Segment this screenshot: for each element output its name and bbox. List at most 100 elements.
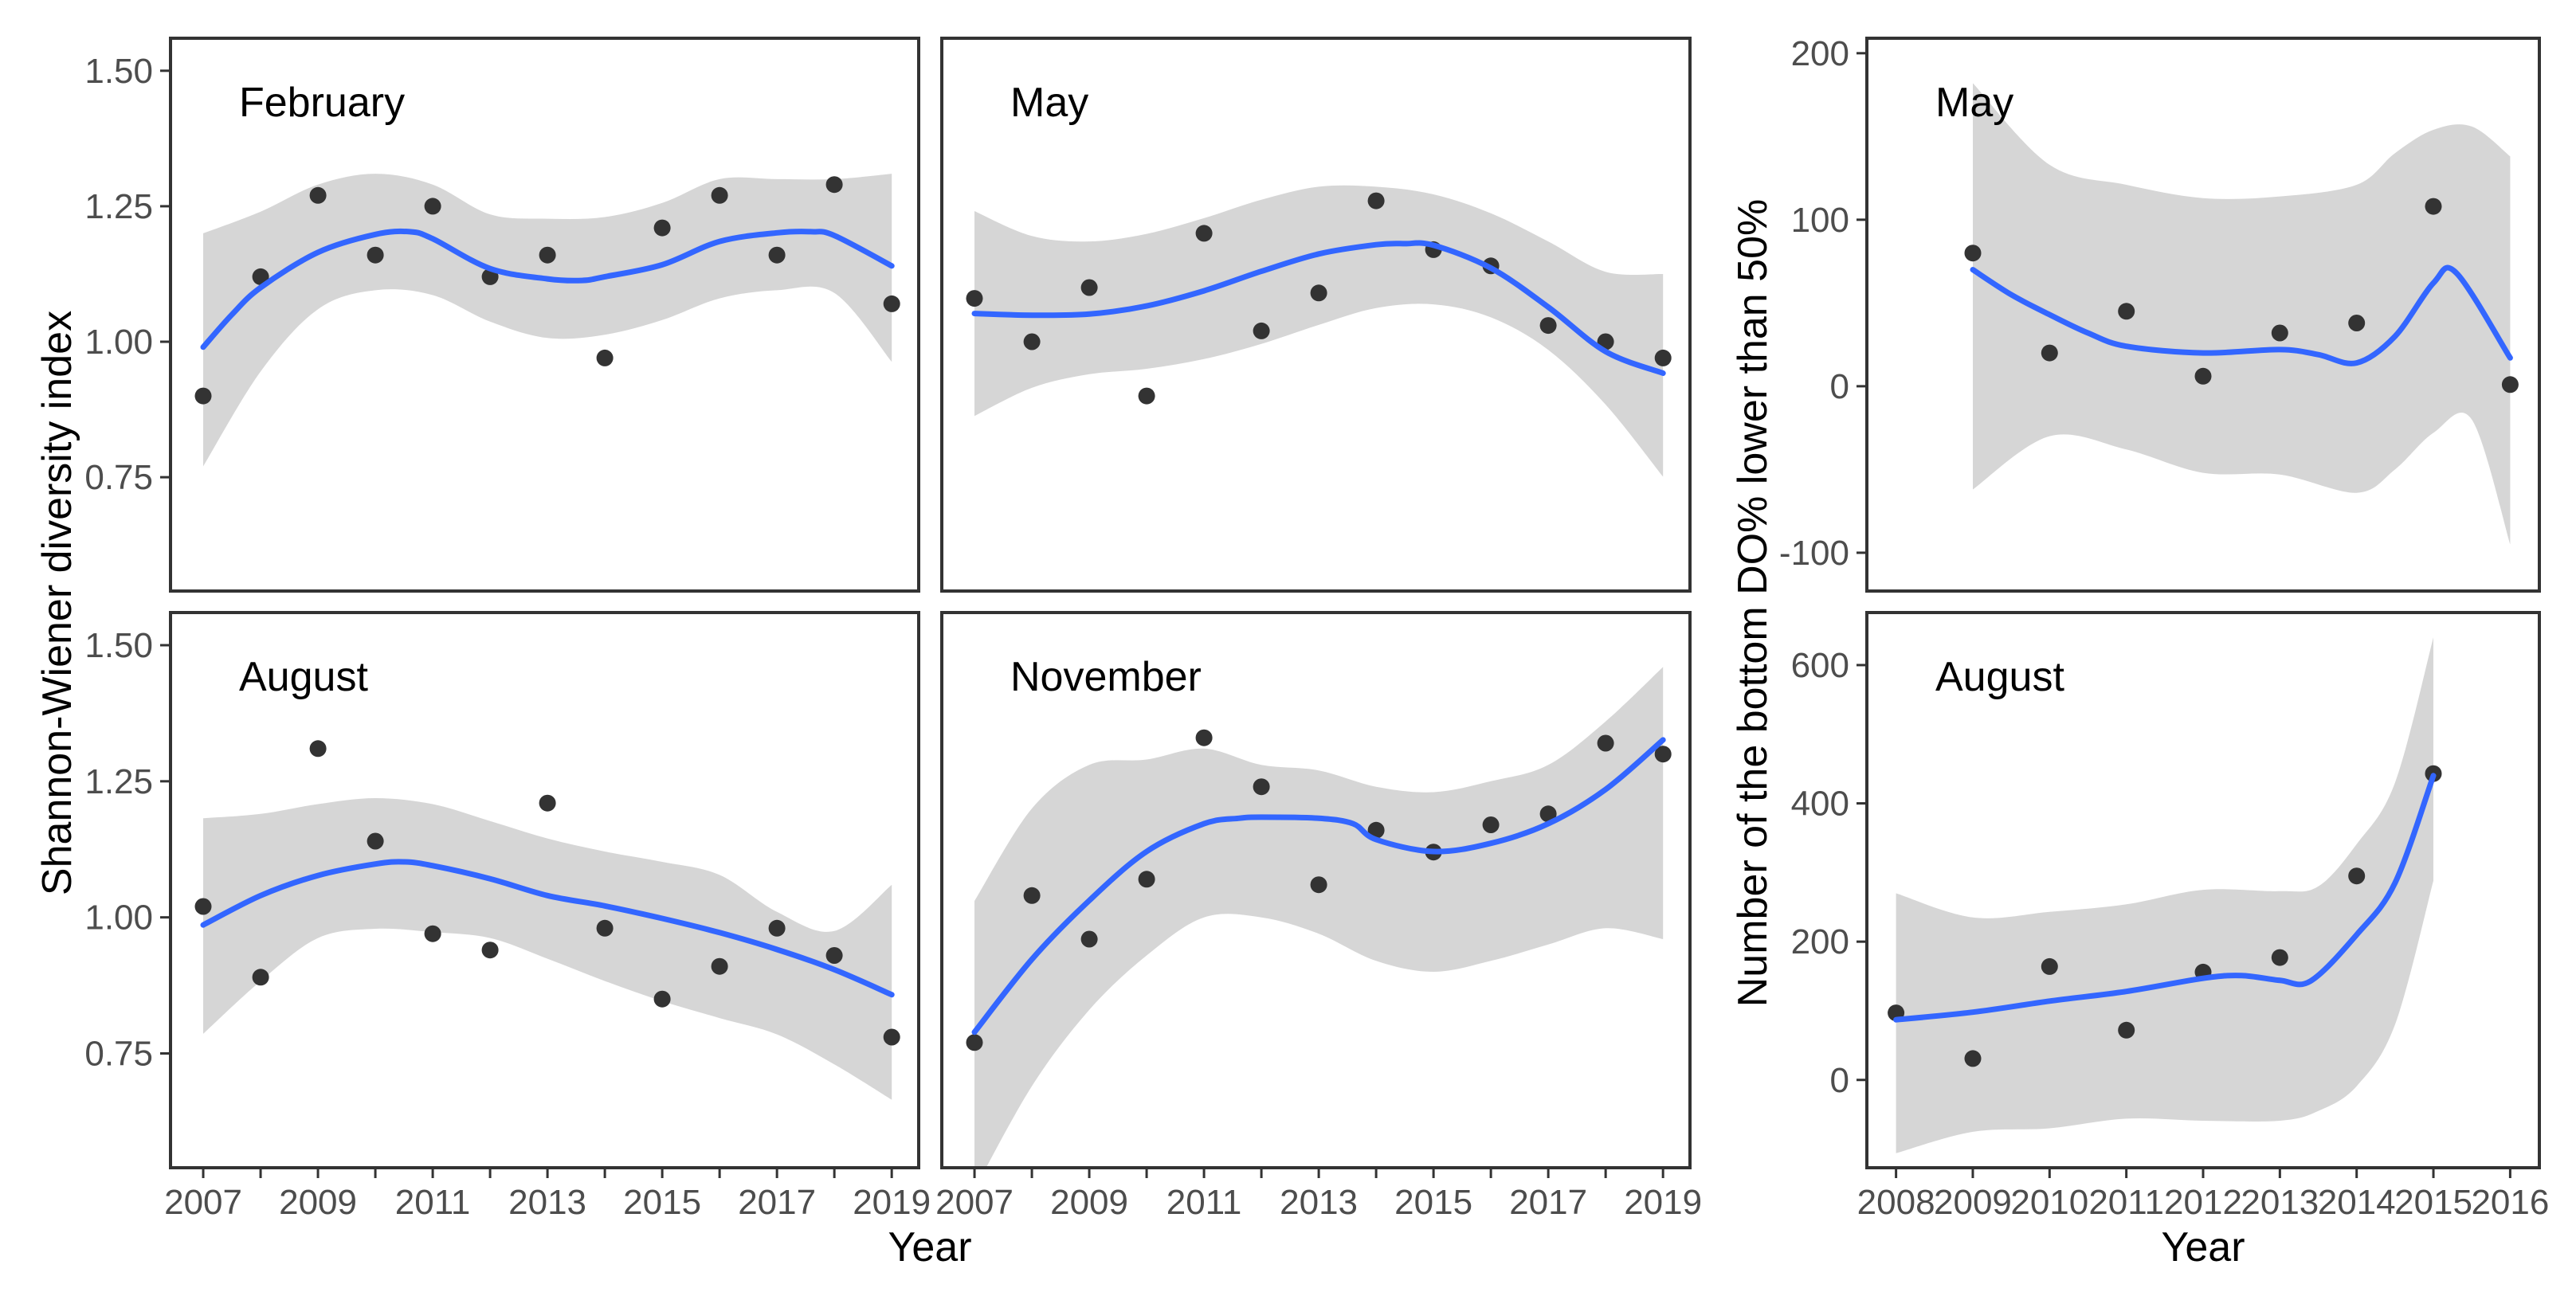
data-point: [966, 1034, 983, 1051]
data-point: [1195, 729, 1213, 746]
smooth-line: [200, 228, 895, 350]
y-axis-tick-label: 200: [1791, 34, 1849, 73]
data-point: [194, 387, 212, 405]
panel-label: May: [1010, 80, 1088, 126]
data-point: [1964, 245, 1982, 262]
data-point: [825, 176, 843, 194]
panel-may-do: May 200 100 0 -100: [1779, 34, 2541, 593]
x-axis-tick-label: 2013: [2241, 1183, 2319, 1222]
x-axis-tick-label: 2007: [935, 1183, 1014, 1222]
y-axis-tick-label: 400: [1791, 785, 1849, 824]
data-point: [966, 290, 983, 307]
x-axis-tick-label: 2007: [164, 1183, 242, 1222]
smooth-line: [200, 859, 895, 998]
data-point: [539, 246, 556, 264]
panel-border: [1865, 37, 2541, 593]
y-axis-tick-label: 600: [1791, 646, 1849, 685]
x-axis-title-left-group: Year: [888, 1224, 972, 1270]
smooth-line: [971, 737, 1666, 1036]
data-point: [1367, 821, 1385, 839]
x-axis-tick-label: 2010: [2010, 1183, 2088, 1222]
x-axis-tick-label: 2012: [2164, 1183, 2242, 1222]
confidence-ribbon: [974, 667, 1664, 1168]
data-point: [2118, 303, 2135, 320]
x-axis-tick-label: 2011: [395, 1183, 471, 1222]
y-axis-tick-label: 0.75: [84, 1035, 153, 1074]
x-axis-tick-label: 2019: [853, 1183, 931, 1222]
x-axis-tick-label: 2011: [2088, 1183, 2164, 1222]
left-y-axis-title: Shannon-Wiener diversity index: [34, 310, 80, 896]
data-point: [1654, 746, 1672, 763]
data-point: [596, 919, 614, 937]
right-y-axis-title: Number of the bottom DO% lower than 50%: [1730, 198, 1776, 1008]
y-axis-tick-label: 1.00: [84, 899, 153, 938]
y-axis-tick-label: 200: [1791, 922, 1849, 961]
confidence-ribbon: [1896, 637, 2433, 1153]
data-point: [1539, 317, 1557, 335]
data-point: [2118, 1021, 2135, 1039]
smooth-line: [971, 240, 1666, 376]
data-point: [2041, 344, 2058, 362]
y-axis-tick-label: 1.50: [84, 626, 153, 665]
smooth-line: [1970, 264, 2513, 366]
data-point: [367, 246, 384, 264]
panel-may: May: [940, 37, 1692, 593]
data-point: [2271, 949, 2288, 966]
y-axis-tick-label: 0.75: [84, 458, 153, 497]
y-axis-tick-label: 0: [1830, 1061, 1849, 1100]
x-axis-tick-label: 2013: [1280, 1183, 1358, 1222]
data-point: [1654, 349, 1672, 366]
panel-border: [169, 37, 920, 593]
y-axis-tick-label: 100: [1791, 201, 1849, 240]
data-point: [424, 925, 441, 942]
panel-label: August: [239, 654, 368, 700]
x-axis-tick-label: 2009: [279, 1183, 357, 1222]
data-point: [596, 349, 614, 366]
x-axis-title-right-group: Year: [2161, 1224, 2245, 1270]
data-point: [1310, 284, 1327, 302]
panel-label: May: [1935, 80, 2013, 126]
data-point: [1023, 887, 1041, 904]
x-axis-tick-label: 2015: [1394, 1183, 1472, 1222]
panel-border: [940, 611, 1692, 1169]
data-point: [2041, 957, 2058, 975]
data-point: [653, 219, 671, 237]
data-point: [539, 794, 556, 812]
y-axis-tick-label: 1.25: [84, 762, 153, 801]
panel-label: February: [239, 80, 405, 126]
data-point: [1138, 871, 1155, 888]
smooth-line: [1893, 773, 2437, 1023]
x-axis-tick-label: 2019: [1624, 1183, 1702, 1222]
data-point: [424, 198, 441, 215]
x-axis-tick-label: 2015: [623, 1183, 701, 1222]
x-axis-tick-label: 2016: [2471, 1183, 2549, 1222]
confidence-ribbon: [203, 798, 892, 1100]
data-point: [1253, 778, 1270, 796]
data-point: [1138, 387, 1155, 405]
panel-border: [169, 611, 920, 1169]
x-axis-tick-label: 2017: [738, 1183, 816, 1222]
y-axis-tick-label: 1.25: [84, 187, 153, 226]
data-point: [1597, 734, 1614, 752]
data-point: [194, 898, 212, 915]
y-axis-tick-label: 1.50: [84, 52, 153, 91]
data-point: [252, 268, 269, 285]
data-point: [252, 969, 269, 986]
data-point: [1195, 225, 1213, 242]
data-point: [2348, 315, 2366, 331]
data-point: [1023, 333, 1041, 350]
data-point: [768, 246, 786, 264]
data-point: [711, 186, 728, 204]
data-point: [1482, 816, 1500, 833]
data-point: [367, 832, 384, 850]
panel-february: February 1.50 1.25 1.00 0.75: [84, 37, 920, 593]
panel-label: August: [1935, 654, 2064, 700]
data-point: [1080, 279, 1098, 296]
data-point: [309, 740, 327, 758]
data-point: [2348, 867, 2366, 885]
data-point: [1964, 1050, 1982, 1067]
x-axis-tick-label: 2015: [2394, 1183, 2472, 1222]
data-point: [1253, 322, 1270, 339]
